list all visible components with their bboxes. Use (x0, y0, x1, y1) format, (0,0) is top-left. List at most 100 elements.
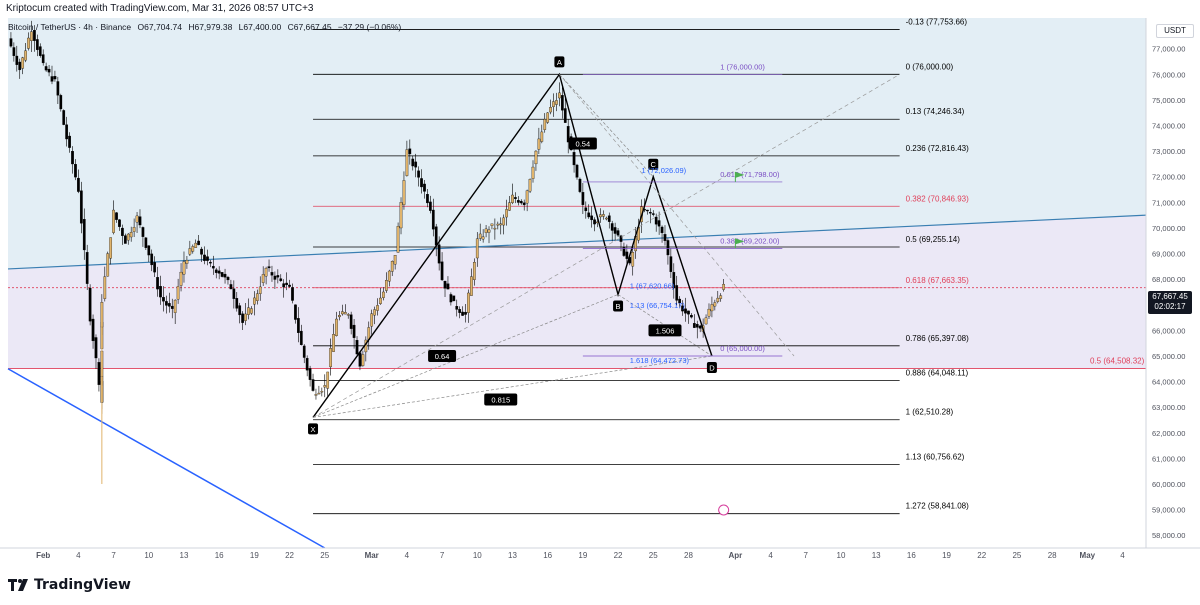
candle-body (666, 240, 670, 256)
candle-body (722, 283, 725, 290)
candle-body (74, 164, 77, 178)
candle-body (182, 261, 186, 275)
tradingview-logo[interactable]: TradingView (8, 577, 131, 593)
candle-body (24, 50, 27, 61)
candle-body (487, 229, 491, 233)
candle-body (484, 228, 488, 233)
fib-level-label: 0.236 (72,816.43) (906, 144, 969, 153)
candle-body (540, 131, 544, 142)
price-tick-label: 73,000.00 (1152, 147, 1185, 156)
bar-countdown: 02:02:17 (1154, 302, 1186, 311)
candle-body (558, 92, 561, 99)
candle-body (437, 244, 441, 264)
candle-body (294, 304, 297, 320)
candle-body (302, 345, 306, 358)
candle-body (408, 148, 412, 155)
candle-body (144, 237, 148, 248)
price-chart[interactable]: -0.13 (77,753.66) 0 (76,000.00) 0.13 (74,2… (0, 18, 1200, 572)
candle-body (238, 305, 242, 316)
candle-body (206, 256, 209, 261)
candle-body (429, 201, 432, 211)
candle-body (563, 108, 567, 123)
candle-body (522, 202, 526, 206)
ratio-label-box (568, 137, 597, 150)
candle-body (150, 253, 154, 266)
price-tick-label: 63,000.00 (1152, 403, 1185, 412)
candle-body (115, 212, 118, 220)
candle-body (77, 177, 80, 192)
ratio-label: 0.64 (435, 352, 450, 361)
candle-body (599, 214, 602, 218)
candle-body (405, 149, 409, 176)
candle-body (578, 178, 582, 192)
candle-body (514, 197, 517, 199)
candle-body (56, 81, 60, 96)
candle-body (343, 312, 347, 315)
retracement-label: 0 (65,000.00) (720, 344, 765, 353)
candle-body (675, 285, 679, 301)
price-tick-label: 59,000.00 (1152, 506, 1185, 515)
time-tick-label: 10 (837, 551, 846, 560)
candle-body (94, 337, 98, 359)
ratio-label: 1.506 (656, 326, 675, 335)
currency-selector[interactable]: USDT (1156, 24, 1194, 38)
candle-body (528, 179, 532, 192)
candle-body (373, 309, 376, 316)
time-tick-label: 28 (684, 551, 693, 560)
blue-trendline (7, 368, 326, 549)
candle-body (622, 247, 626, 256)
time-tick-label: 25 (1012, 551, 1021, 560)
candle-body (241, 313, 244, 323)
time-tick-label: Mar (365, 551, 379, 560)
candle-body (282, 283, 286, 288)
candle-body (106, 253, 110, 277)
brand-name: TradingView (34, 577, 131, 593)
candle-body (361, 354, 365, 366)
candle-body (170, 305, 174, 309)
point-label-box (613, 300, 624, 312)
candle-body (12, 47, 16, 56)
attribution-text: Kriptocum created with TradingView.com, … (6, 3, 314, 14)
fib-level-label: 1 (62,510.28) (906, 408, 954, 417)
time-tick-label: 4 (768, 551, 773, 560)
candle-body (9, 38, 13, 47)
candle-body (59, 95, 63, 110)
candle-body (660, 226, 664, 234)
extension-label: 1.618 (64,472.73) (630, 356, 690, 365)
candle-body (684, 308, 687, 314)
candle-body (153, 262, 156, 273)
time-tick-label: 7 (111, 551, 116, 560)
candle-body (414, 161, 418, 168)
candle-body (516, 200, 520, 203)
candle-body (97, 362, 101, 385)
candle-body (581, 192, 585, 205)
symbol-legend: Bitcoin / TetherUS · 4h · Binance O67,70… (8, 22, 401, 32)
candle-body (411, 158, 415, 167)
candle-body (211, 265, 215, 269)
candle-body (314, 394, 318, 396)
fib-level-label: 1.272 (58,841.08) (906, 502, 969, 511)
symbol-name[interactable]: Bitcoin / TetherUS · 4h · Binance (8, 22, 132, 32)
price-tick-label: 70,000.00 (1152, 224, 1185, 233)
candle-body (320, 390, 324, 393)
price-tick-label: 77,000.00 (1152, 45, 1185, 54)
ratio-label: 0.815 (491, 395, 510, 404)
fib-level-label: 0.13 (74,246.34) (906, 107, 965, 116)
candle-body (616, 230, 620, 236)
candle-body (244, 313, 247, 321)
candle-body (88, 287, 92, 322)
time-tick-label: 13 (508, 551, 517, 560)
candle-body (338, 315, 341, 318)
point-label-box (648, 158, 659, 170)
candle-body (710, 304, 714, 312)
extension-label: 1 (67,620.66) (630, 281, 675, 290)
candle-body (346, 314, 350, 316)
price-tick-label: 61,000.00 (1152, 454, 1185, 463)
price-tick-label: 66,000.00 (1152, 326, 1185, 335)
candle-body (607, 215, 611, 222)
candle-body (508, 202, 511, 211)
candle-body (376, 305, 379, 311)
candle-body (575, 164, 579, 178)
candle-body (678, 298, 682, 304)
time-tick-label: 10 (144, 551, 153, 560)
